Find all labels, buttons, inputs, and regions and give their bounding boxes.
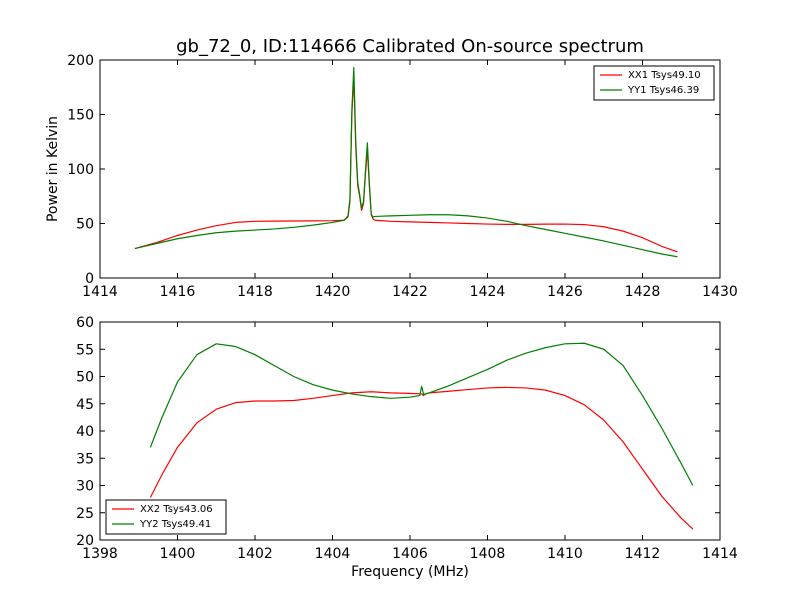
bottom-x-tick-label: 1404 <box>315 546 351 562</box>
bottom-series-line-xx2 <box>149 386 694 530</box>
bottom-y-tick-label: 60 <box>76 315 94 331</box>
bottom-x-tick-label: 1402 <box>237 546 273 562</box>
top-y-tick-label: 200 <box>67 53 94 69</box>
bottom-y-tick-label: 25 <box>76 506 94 522</box>
bottom-y-tick-label: 20 <box>76 533 94 549</box>
top-legend-label-xx1: XX1 Tsys49.10 <box>628 70 701 81</box>
top-x-tick-label: 1430 <box>702 284 738 300</box>
bottom-x-tick-label: 1400 <box>160 546 196 562</box>
bottom-x-axis-label: Frequency (MHz) <box>351 564 469 580</box>
bottom-y-tick-label: 30 <box>76 479 94 495</box>
top-x-tick-label: 1428 <box>625 284 661 300</box>
top-x-tick-label: 1426 <box>547 284 583 300</box>
bottom-legend: XX2 Tsys43.06 YY2 Tsys49.41 <box>105 499 227 535</box>
bottom-y-tick-label: 40 <box>76 424 94 440</box>
bottom-y-tick-label: 35 <box>76 451 94 467</box>
top-y-tick-label: 100 <box>67 162 94 178</box>
top-spectrum-plot: 1414 1416 1418 1420 1422 1424 1426 1428 1430 0 50 1… <box>67 53 738 300</box>
chart-title: gb_72_0, ID:114666 Calibrated On-source … <box>176 36 644 57</box>
top-x-tick-label: 1414 <box>82 284 118 300</box>
bottom-y-tick-label: 50 <box>76 370 94 386</box>
bottom-legend-box <box>105 499 227 535</box>
top-legend: XX1 Tsys49.10 YY1 Tsys46.39 <box>593 65 715 101</box>
top-x-tick-label: 1416 <box>160 284 196 300</box>
bottom-legend-label-yy2: YY2 Tsys49.41 <box>139 519 211 530</box>
bottom-legend-label-xx2: XX2 Tsys43.06 <box>140 504 213 515</box>
bottom-y-tick-label: 55 <box>76 342 94 358</box>
bottom-x-tick-label: 1406 <box>392 546 428 562</box>
top-x-tick-label: 1420 <box>315 284 351 300</box>
bottom-spectrum-plot: 1398 1400 1402 1404 1406 1408 1410 1412 1414 20 25… <box>76 315 738 562</box>
top-x-tick-label: 1424 <box>470 284 506 300</box>
top-legend-label-yy1: YY1 Tsys46.39 <box>627 85 699 96</box>
bottom-x-tick-label: 1410 <box>547 546 583 562</box>
top-plot-frame <box>99 59 721 279</box>
bottom-plot-frame <box>99 321 721 541</box>
top-x-tick-label: 1422 <box>392 284 428 300</box>
top-legend-box <box>593 65 715 101</box>
top-y-axis-label: Power in Kelvin <box>45 116 61 222</box>
top-y-tick-label: 150 <box>67 108 94 124</box>
top-y-tick-label: 50 <box>76 217 94 233</box>
bottom-x-tick-label: 1408 <box>470 546 506 562</box>
top-y-tick-label: 0 <box>85 271 94 287</box>
bottom-y-tick-label: 45 <box>76 397 94 413</box>
top-series-line-yy1 <box>134 67 678 258</box>
top-x-tick-label: 1418 <box>237 284 273 300</box>
bottom-x-tick-label: 1398 <box>82 546 118 562</box>
bottom-x-tick-label: 1414 <box>702 546 738 562</box>
bottom-series-line-yy2 <box>149 342 694 486</box>
bottom-x-tick-label: 1412 <box>625 546 661 562</box>
